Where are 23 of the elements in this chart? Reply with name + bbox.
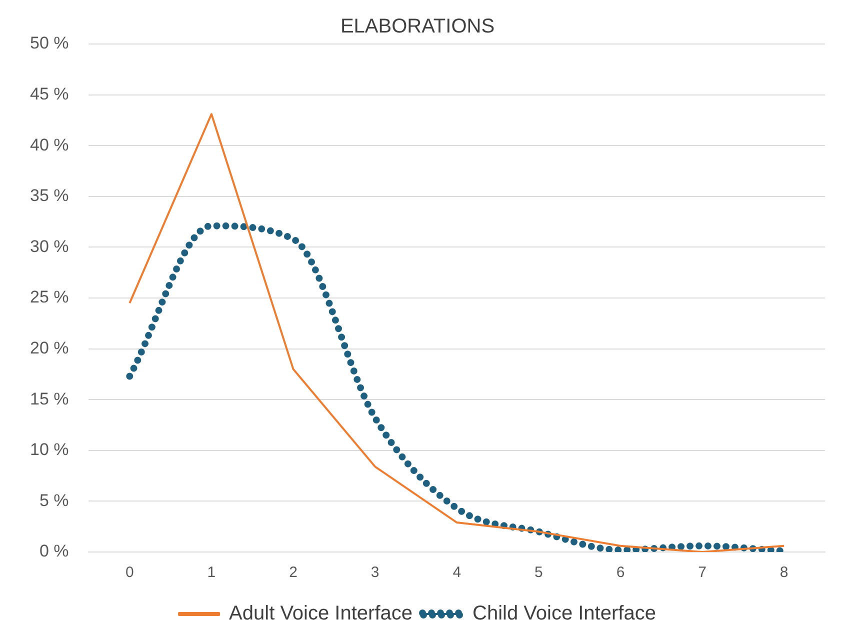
y-tick-label: 35 %: [30, 186, 69, 206]
legend-label: Adult Voice Interface: [229, 602, 413, 625]
x-tick-label: 6: [616, 564, 625, 582]
x-tick-label: 7: [698, 564, 706, 582]
x-tick-label: 5: [534, 564, 543, 582]
y-tick-label: 45 %: [30, 84, 69, 104]
x-tick-label: 3: [370, 564, 380, 582]
y-tick-label: 5 %: [39, 490, 69, 510]
x-tick-label: 1: [207, 564, 216, 582]
x-tick-label: 0: [125, 564, 134, 582]
x-tick-label: 2: [289, 564, 298, 582]
legend-label: Child Voice Interface: [472, 602, 656, 625]
y-tick-label: 40 %: [30, 135, 69, 154]
y-tick-label: 30 %: [30, 236, 69, 256]
y-tick-label: 50 %: [30, 34, 69, 53]
y-tick-label: 20 %: [30, 338, 69, 358]
x-tick-label: 8: [780, 564, 788, 582]
y-tick-label: 0 %: [39, 542, 69, 561]
y-tick-label: 15 %: [30, 389, 69, 408]
chart-title: ELABORATIONS: [340, 16, 495, 38]
x-tick-label: 4: [452, 564, 462, 582]
y-tick-label: 25 %: [30, 288, 69, 307]
y-tick-label: 10 %: [30, 440, 69, 460]
